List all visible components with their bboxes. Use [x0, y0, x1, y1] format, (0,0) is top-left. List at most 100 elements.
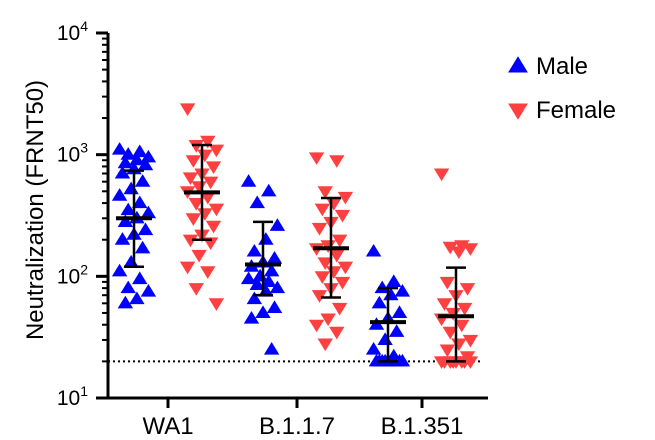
data-point-female	[208, 144, 225, 158]
data-point-female	[439, 344, 456, 358]
data-point-female	[314, 203, 331, 217]
data-point-female	[311, 290, 328, 303]
data-point-female	[188, 283, 204, 296]
y-tick-label: 101	[57, 383, 88, 410]
data-point-female	[337, 191, 354, 205]
data-point-male	[266, 250, 283, 264]
data-point-female	[185, 213, 202, 226]
legend-marker-male	[508, 56, 528, 73]
y-tick-label: 103	[57, 140, 88, 167]
x-category-label: B.1.1.7	[259, 413, 335, 440]
legend-marker-female	[508, 103, 528, 120]
data-point-female	[442, 241, 458, 255]
data-point-male	[114, 165, 131, 179]
data-point-male	[263, 263, 280, 277]
data-point-female	[334, 276, 351, 290]
data-point-male	[388, 353, 405, 367]
data-point-female	[451, 246, 467, 260]
data-point-male	[377, 353, 393, 367]
data-point-female	[314, 271, 331, 284]
median-iqr-bars	[116, 143, 474, 363]
data-point-male	[261, 183, 277, 197]
data-point-female	[442, 326, 458, 340]
data-point-male	[111, 263, 128, 277]
data-point-male	[111, 188, 128, 201]
data-point-male	[258, 232, 274, 245]
data-point-male	[246, 291, 263, 305]
data-point-male	[120, 147, 136, 160]
data-point-female	[182, 234, 199, 248]
legend-label-male: Male	[536, 53, 588, 80]
data-point-female	[208, 203, 225, 217]
data-point-female	[462, 356, 479, 369]
x-axis: WA1 B.1.1.7 B.1.351	[108, 396, 488, 440]
data-point-male	[140, 283, 157, 297]
data-point-female	[202, 176, 219, 190]
data-point-male	[132, 271, 148, 285]
data-point-male	[246, 243, 263, 257]
data-point-male	[371, 295, 388, 309]
data-point-female	[185, 155, 202, 168]
data-point-female	[205, 161, 222, 175]
data-point-male	[129, 291, 145, 305]
data-point-female	[200, 191, 216, 205]
data-point-male	[365, 243, 382, 257]
data-point-male	[269, 218, 286, 231]
data-point-male	[269, 280, 286, 294]
legend-label-female: Female	[536, 97, 616, 124]
data-point-female	[308, 152, 325, 165]
data-point-male	[137, 222, 154, 236]
data-point-male	[386, 274, 402, 287]
data-point-female	[191, 249, 207, 263]
data-point-male	[388, 324, 405, 337]
data-point-male	[117, 295, 134, 309]
data-point-female	[334, 209, 351, 223]
data-point-male	[240, 271, 257, 285]
data-point-male	[129, 152, 145, 166]
data-point-male	[249, 195, 265, 209]
data-point-female	[182, 172, 199, 185]
data-point-female	[179, 261, 196, 275]
legend: Male Female	[508, 53, 616, 124]
data-point-male	[134, 174, 151, 187]
data-point-male	[240, 174, 257, 187]
data-point-female	[462, 243, 479, 256]
data-point-female	[459, 283, 476, 296]
y-tick-label: 104	[57, 18, 88, 45]
data-point-female	[188, 139, 204, 153]
data-point-female	[454, 319, 470, 333]
data-point-female	[331, 234, 348, 248]
data-point-male	[374, 280, 390, 294]
data-point-female	[456, 302, 473, 316]
data-point-male	[134, 240, 151, 254]
data-point-male	[391, 305, 408, 318]
data-point-female	[188, 198, 204, 211]
data-point-male	[132, 144, 148, 158]
data-point-male	[243, 310, 260, 324]
data-point-male	[249, 277, 265, 290]
data-point-female	[337, 261, 354, 275]
data-point-female	[317, 186, 333, 199]
data-point-male	[120, 202, 136, 216]
data-point-male	[255, 305, 271, 318]
data-point-male	[114, 232, 131, 245]
y-tick-label: 102	[57, 261, 88, 288]
data-point-female	[439, 276, 456, 290]
data-point-female	[308, 319, 325, 333]
data-point-male	[394, 283, 411, 297]
data-point-female	[331, 302, 348, 316]
data-point-female	[433, 168, 450, 182]
data-point-female	[200, 135, 216, 149]
data-point-female	[329, 249, 345, 263]
data-point-female	[317, 257, 333, 271]
data-point-female	[205, 220, 222, 234]
data-points	[111, 103, 479, 369]
data-point-male	[261, 274, 277, 287]
data-point-female	[317, 338, 333, 352]
data-point-female	[320, 313, 336, 327]
data-point-female	[200, 266, 216, 279]
x-category-label: WA1	[142, 413, 193, 440]
data-point-male	[266, 300, 283, 313]
data-point-male	[263, 342, 280, 355]
